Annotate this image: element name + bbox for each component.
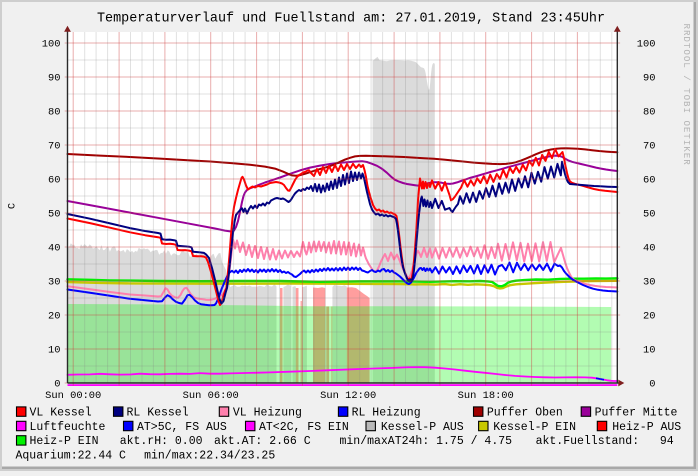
svg-text:min/max:22.34/23.25: min/max:22.34/23.25 [144,449,275,462]
svg-text:0: 0 [649,379,655,391]
svg-text:80: 80 [48,107,60,119]
svg-text:0: 0 [54,379,60,391]
svg-text:Heiz-P EIN: Heiz-P EIN [30,435,99,448]
svg-text:RL Heizung: RL Heizung [352,406,421,419]
svg-text:Sun 12:00: Sun 12:00 [320,390,376,402]
svg-text:Temperaturverlauf und Fuellsta: Temperaturverlauf und Fuellstand am: 27.… [97,12,605,27]
svg-text:30: 30 [48,277,60,289]
svg-text:Sun 18:00: Sun 18:00 [458,390,514,402]
svg-text:50: 50 [48,209,60,221]
svg-text:10: 10 [643,345,655,357]
svg-text:70: 70 [643,141,655,153]
svg-text:min/maxAT24h: 1.75 / 4.75: min/maxAT24h: 1.75 / 4.75 [340,435,513,448]
svg-text:AT<2C, FS EIN: AT<2C, FS EIN [259,421,349,434]
svg-text:RL Kessel: RL Kessel [127,406,189,419]
svg-text:100: 100 [42,39,61,51]
svg-text:Puffer Mitte: Puffer Mitte [595,406,678,419]
svg-text:90: 90 [48,73,60,85]
svg-text:akt.rH: 0.00: akt.rH: 0.00 [120,435,203,448]
svg-text:60: 60 [48,175,60,187]
svg-text:10: 10 [48,345,60,357]
svg-text:30: 30 [643,277,655,289]
svg-text:50: 50 [643,209,655,221]
svg-text:RRDTOOL / TOBI OETIKER: RRDTOOL / TOBI OETIKER [681,24,692,166]
svg-text:60: 60 [643,175,655,187]
svg-text:Sun 06:00: Sun 06:00 [183,390,239,402]
svg-text:40: 40 [48,243,60,255]
svg-text:20: 20 [48,311,60,323]
svg-text:100: 100 [637,39,656,51]
svg-text:Heiz-P AUS: Heiz-P AUS [612,421,681,434]
svg-text:Puffer Oben: Puffer Oben [487,406,563,419]
svg-text:80: 80 [643,107,655,119]
svg-text:Kessel-P AUS: Kessel-P AUS [381,421,464,434]
svg-text:40: 40 [643,243,655,255]
svg-text:VL Kessel: VL Kessel [30,406,92,419]
svg-text:Kessel-P EIN: Kessel-P EIN [493,421,576,434]
svg-text:Sun 00:00: Sun 00:00 [45,390,101,402]
svg-text:akt.AT: 2.66 C: akt.AT: 2.66 C [214,435,311,448]
svg-text:Luftfeuchte: Luftfeuchte [30,421,106,434]
svg-text:70: 70 [48,141,60,153]
svg-text:AT>5C, FS AUS: AT>5C, FS AUS [137,421,227,434]
svg-text:20: 20 [643,311,655,323]
svg-text:VL Heizung: VL Heizung [233,406,302,419]
svg-text:90: 90 [643,73,655,85]
svg-text:C: C [7,203,19,209]
svg-text:akt.Fuellstand: 94: akt.Fuellstand: 94 [536,435,674,448]
svg-text:Aquarium:22.44 C: Aquarium:22.44 C [16,449,127,462]
